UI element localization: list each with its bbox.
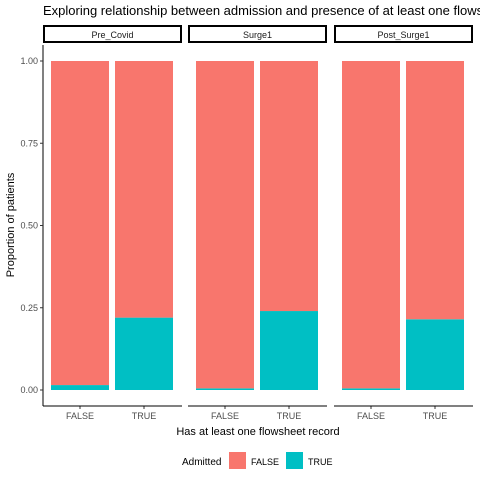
legend-label-false: FALSE <box>251 457 279 467</box>
bar-surge1-false-admitted-true <box>196 388 254 390</box>
legend-title: Admitted <box>182 457 221 468</box>
legend-label-true: TRUE <box>308 457 333 467</box>
x-tick-label: FALSE <box>66 411 94 421</box>
bar-surge1-true-admitted-false <box>260 61 318 312</box>
facet-strip <box>188 25 327 43</box>
y-tick-label: 0.75 <box>20 138 38 148</box>
y-tick-label: 1.00 <box>20 56 38 66</box>
bar-pre_covid-true-admitted-false <box>115 61 173 318</box>
bar-post_surge1-false-admitted-false <box>342 61 400 389</box>
bar-post_surge1-false-admitted-true <box>342 388 400 390</box>
bar-post_surge1-true-admitted-true <box>406 319 464 390</box>
x-tick-label: FALSE <box>211 411 239 421</box>
legend: Admitted FALSE TRUE <box>182 452 333 469</box>
legend-key-true <box>286 452 303 469</box>
bar-pre_covid-false-admitted-true <box>51 385 109 390</box>
bar-post_surge1-true-admitted-false <box>406 61 464 320</box>
legend-key-false <box>229 452 246 469</box>
x-tick-label: TRUE <box>132 411 157 421</box>
bar-pre_covid-false-admitted-false <box>51 61 109 386</box>
facet-strip-label: Post_Surge1 <box>377 30 429 40</box>
facet-strip-label: Pre_Covid <box>91 30 133 40</box>
bar-surge1-false-admitted-false <box>196 61 254 389</box>
facet-strip <box>334 25 473 43</box>
y-axis-label: Proportion of patients <box>5 172 17 277</box>
y-tick-label: 0.00 <box>20 385 38 395</box>
y-axis: 0.00 0.25 0.50 0.75 1.00 <box>20 56 43 395</box>
bar-surge1-true-admitted-true <box>260 311 318 390</box>
x-axis-label: Has at least one flowsheet record <box>176 426 339 438</box>
y-tick-label: 0.50 <box>20 221 38 231</box>
x-tick-label: TRUE <box>277 411 302 421</box>
facet-strip-label: Surge1 <box>243 30 272 40</box>
facet-panel-post_surge1: Post_Surge1 FALSE TRUE <box>334 25 473 421</box>
bar-pre_covid-true-admitted-true <box>115 317 173 390</box>
facet-strip <box>43 25 182 43</box>
facet-panel-surge1: Surge1 FALSE TRUE <box>188 25 327 421</box>
x-tick-label: FALSE <box>357 411 385 421</box>
facet-panel-pre_covid: Pre_Covid FALSE TRUE <box>42 25 182 421</box>
x-tick-label: TRUE <box>423 411 448 421</box>
y-tick-label: 0.25 <box>20 303 38 313</box>
chart-title: Exploring relationship between admission… <box>43 3 480 18</box>
